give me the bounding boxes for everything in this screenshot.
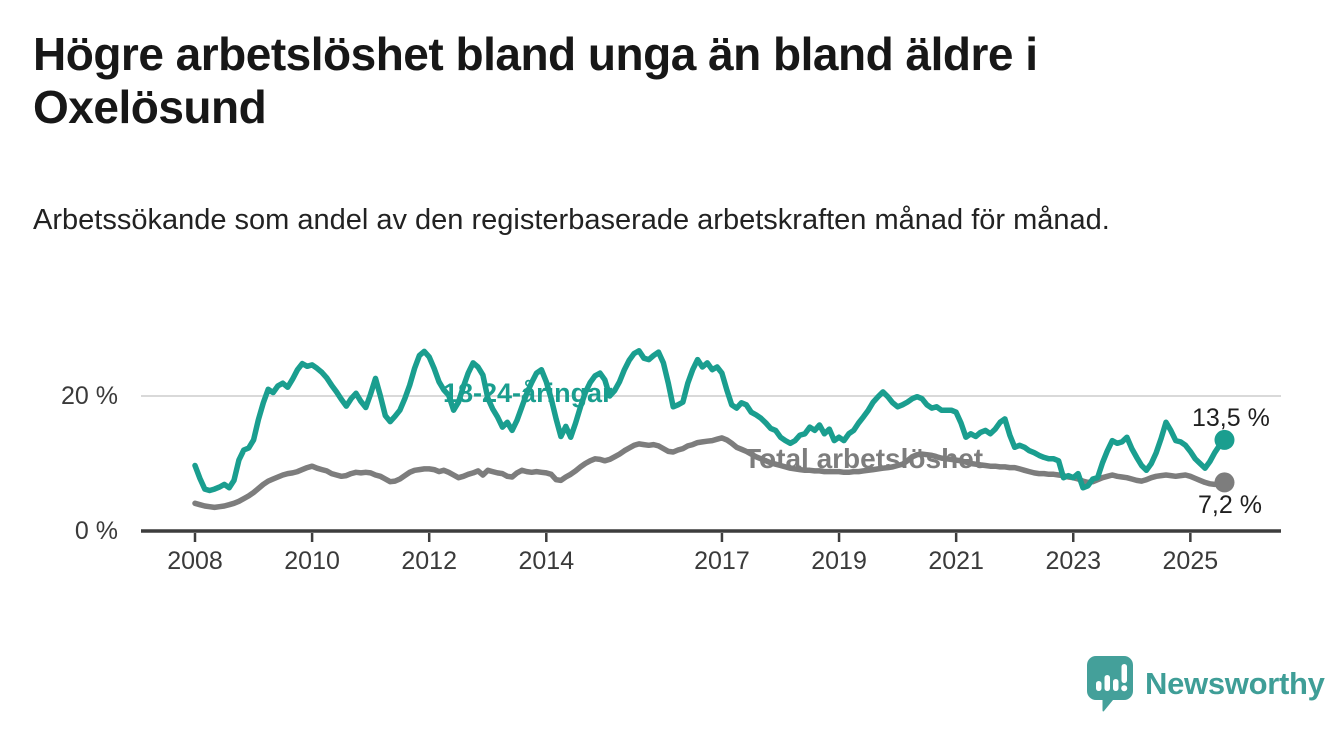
end-value-label-youth: 13,5 % bbox=[1192, 404, 1270, 432]
x-axis-label-2019: 2019 bbox=[811, 547, 867, 575]
x-axis-label-2021: 2021 bbox=[928, 547, 984, 575]
x-axis-label-2012: 2012 bbox=[401, 547, 457, 575]
end-dot-youth bbox=[1214, 429, 1235, 450]
series-label-total: Total arbetslöshet bbox=[744, 443, 984, 474]
x-axis-label-2017: 2017 bbox=[694, 547, 750, 575]
series-line-total bbox=[192, 435, 1228, 511]
x-axis-label-2008: 2008 bbox=[167, 547, 223, 575]
brand-wordmark: Newsworthy bbox=[1145, 666, 1325, 701]
newsworthy-bubble-icon bbox=[1087, 656, 1133, 712]
end-dot-total bbox=[1214, 472, 1235, 493]
chart-subtitle: Arbetssökande som andel av den registerb… bbox=[33, 204, 1110, 236]
x-axis-label-2025: 2025 bbox=[1162, 547, 1219, 575]
x-axis-label-2014: 2014 bbox=[518, 547, 575, 575]
end-value-label-total: 7,2 % bbox=[1198, 491, 1262, 519]
x-axis-label-2010: 2010 bbox=[284, 547, 340, 575]
y-axis-label-20: 20 % bbox=[61, 382, 118, 410]
newsworthy-logo[interactable]: Newsworthy bbox=[1086, 654, 1326, 714]
y-axis-label-0: 0 % bbox=[74, 517, 118, 545]
series-line-youth bbox=[192, 348, 1228, 494]
page-title: Högre arbetslöshet bland unga än bland ä… bbox=[33, 28, 1038, 134]
x-axis-label-2023: 2023 bbox=[1045, 547, 1102, 575]
series-label-youth: 18-24-åringar bbox=[443, 378, 613, 408]
